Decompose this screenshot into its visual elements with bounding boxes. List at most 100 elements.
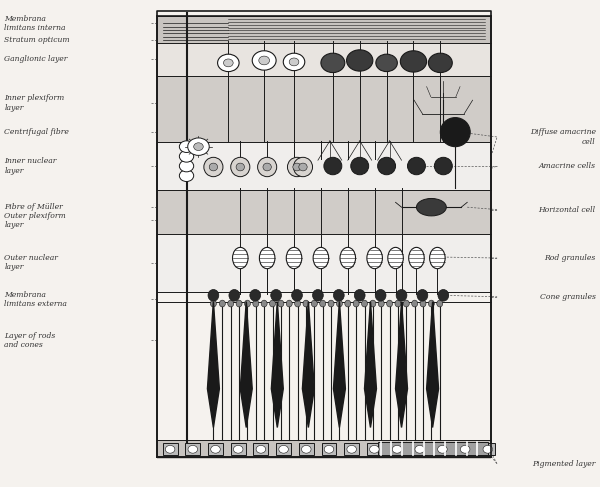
Polygon shape	[427, 301, 439, 428]
Ellipse shape	[324, 157, 342, 175]
Ellipse shape	[437, 446, 447, 453]
Circle shape	[376, 54, 397, 72]
Polygon shape	[208, 301, 220, 428]
FancyBboxPatch shape	[458, 443, 473, 455]
Ellipse shape	[460, 446, 470, 453]
FancyBboxPatch shape	[231, 443, 245, 455]
Ellipse shape	[263, 163, 271, 171]
Ellipse shape	[347, 446, 356, 453]
Text: Inner plexiform
layer: Inner plexiform layer	[4, 94, 65, 112]
Ellipse shape	[392, 446, 402, 453]
Ellipse shape	[438, 289, 449, 301]
Ellipse shape	[279, 446, 289, 453]
Ellipse shape	[362, 300, 367, 307]
Circle shape	[188, 138, 209, 155]
Ellipse shape	[286, 300, 292, 307]
Ellipse shape	[179, 160, 194, 172]
Bar	[157, 42, 491, 76]
Ellipse shape	[236, 300, 242, 307]
Ellipse shape	[278, 300, 284, 307]
Ellipse shape	[179, 150, 194, 162]
Polygon shape	[271, 301, 283, 428]
Ellipse shape	[416, 199, 446, 216]
FancyBboxPatch shape	[367, 443, 382, 455]
Ellipse shape	[269, 300, 275, 307]
Ellipse shape	[345, 300, 351, 307]
Ellipse shape	[256, 446, 266, 453]
Text: Inner nuclear
layer: Inner nuclear layer	[4, 157, 57, 175]
Circle shape	[218, 54, 239, 72]
Ellipse shape	[287, 157, 307, 177]
Ellipse shape	[236, 163, 244, 171]
FancyBboxPatch shape	[299, 443, 314, 455]
Polygon shape	[395, 301, 407, 428]
Ellipse shape	[351, 157, 368, 175]
Ellipse shape	[334, 289, 344, 301]
Ellipse shape	[320, 300, 326, 307]
Ellipse shape	[261, 300, 267, 307]
Circle shape	[252, 51, 276, 70]
Ellipse shape	[293, 157, 313, 177]
Ellipse shape	[311, 300, 317, 307]
Ellipse shape	[231, 157, 250, 177]
Ellipse shape	[412, 300, 418, 307]
Ellipse shape	[220, 300, 226, 307]
FancyBboxPatch shape	[322, 443, 337, 455]
Ellipse shape	[324, 446, 334, 453]
Circle shape	[289, 58, 299, 66]
Ellipse shape	[303, 300, 309, 307]
Ellipse shape	[271, 289, 281, 301]
Circle shape	[223, 59, 233, 67]
Ellipse shape	[286, 247, 302, 269]
Bar	[157, 76, 491, 142]
Bar	[157, 440, 491, 459]
Ellipse shape	[370, 300, 376, 307]
Text: Layer of rods
and cones: Layer of rods and cones	[4, 332, 56, 349]
FancyBboxPatch shape	[163, 443, 178, 455]
Ellipse shape	[434, 157, 452, 175]
Bar	[157, 234, 491, 292]
Text: Outer plexiform
layer: Outer plexiform layer	[4, 212, 66, 229]
Ellipse shape	[229, 289, 239, 301]
Text: Membrana
limitans interna: Membrana limitans interna	[4, 15, 66, 32]
Ellipse shape	[377, 157, 395, 175]
FancyBboxPatch shape	[276, 443, 291, 455]
Text: Membrana
limitans externa: Membrana limitans externa	[4, 291, 67, 308]
Ellipse shape	[233, 247, 248, 269]
Ellipse shape	[313, 247, 329, 269]
Text: Outer nuclear
layer: Outer nuclear layer	[4, 254, 58, 271]
Text: Horizontal cell: Horizontal cell	[539, 206, 596, 214]
Ellipse shape	[430, 247, 445, 269]
Bar	[157, 142, 491, 190]
Text: Cone granules: Cone granules	[540, 293, 596, 301]
FancyBboxPatch shape	[412, 443, 427, 455]
Ellipse shape	[388, 247, 403, 269]
Circle shape	[428, 53, 452, 73]
Ellipse shape	[228, 300, 234, 307]
Ellipse shape	[407, 157, 425, 175]
FancyBboxPatch shape	[481, 443, 495, 455]
FancyBboxPatch shape	[435, 443, 450, 455]
Ellipse shape	[437, 300, 443, 307]
Ellipse shape	[179, 141, 194, 152]
Polygon shape	[240, 301, 252, 428]
Ellipse shape	[403, 300, 409, 307]
Ellipse shape	[375, 289, 386, 301]
Ellipse shape	[211, 300, 217, 307]
Ellipse shape	[259, 247, 275, 269]
Ellipse shape	[353, 300, 359, 307]
FancyBboxPatch shape	[208, 443, 223, 455]
Ellipse shape	[415, 446, 425, 453]
Ellipse shape	[257, 157, 277, 177]
Ellipse shape	[337, 300, 343, 307]
Ellipse shape	[208, 289, 219, 301]
Ellipse shape	[211, 446, 220, 453]
Text: Fibre of Müller: Fibre of Müller	[4, 203, 63, 211]
Bar	[157, 16, 491, 42]
Circle shape	[259, 56, 269, 65]
Text: Centrifugal fibre: Centrifugal fibre	[4, 128, 69, 136]
Ellipse shape	[250, 289, 260, 301]
FancyBboxPatch shape	[253, 443, 268, 455]
Ellipse shape	[179, 170, 194, 182]
Circle shape	[283, 53, 305, 71]
